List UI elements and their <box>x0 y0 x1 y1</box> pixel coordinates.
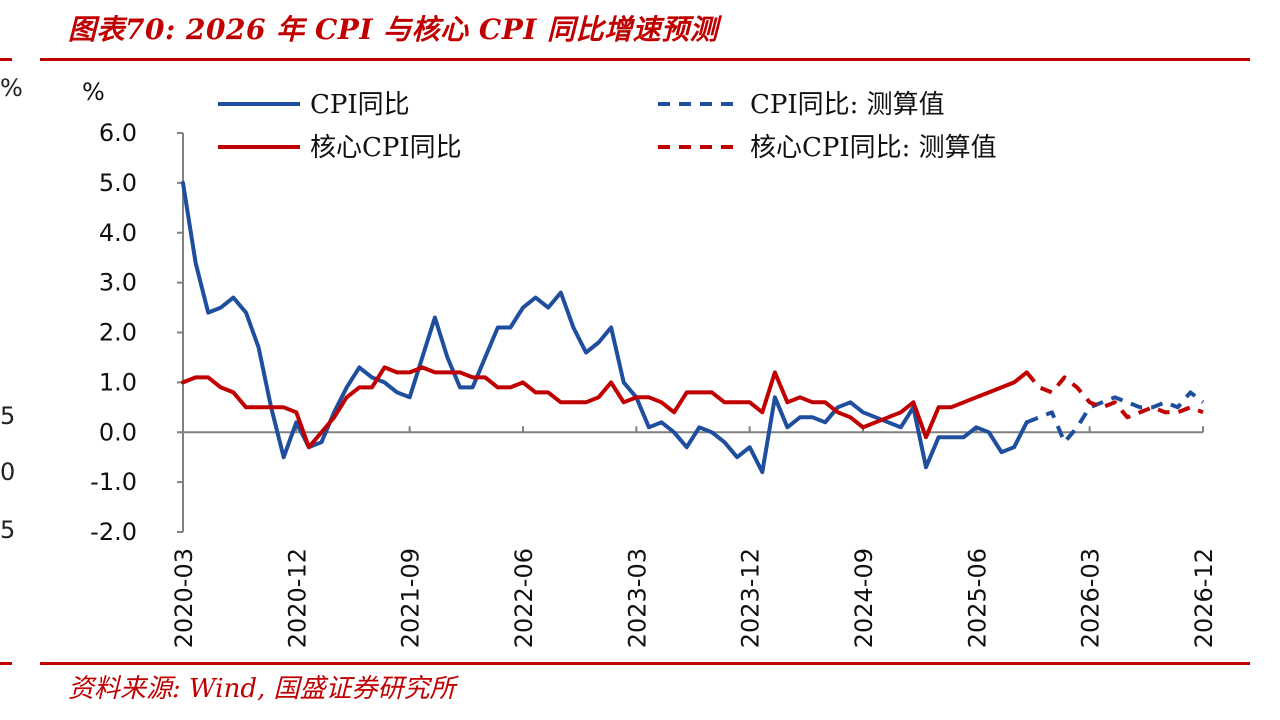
x-tick-label: 2026-12 <box>1190 548 1218 648</box>
x-tick-label: 2022-06 <box>510 548 538 648</box>
y-tick-label: 3.0 <box>99 269 137 297</box>
y-tick-label: 5.0 <box>99 169 137 197</box>
x-tick-label: 2023-03 <box>623 548 651 648</box>
x-tick-label: 2024-09 <box>850 548 878 648</box>
y-tick-label: 2.0 <box>99 319 137 347</box>
legend-cpi-label: CPI同比 <box>310 90 410 120</box>
edge-fragment-1: 5 <box>0 402 16 430</box>
y-tick-label: 0.0 <box>99 418 137 446</box>
chart-axes: 6.0 5.0 4.0 3.0 2.0 1.0 0.0 -1.0 -2.0 2020-03 2020… <box>90 119 1218 648</box>
legend-core-cpi-label: 核心CPI同比 <box>310 133 462 163</box>
core-cpi-series-line <box>181 365 1029 450</box>
x-tick-label: 2020-12 <box>283 548 311 648</box>
y-tick-label: 1.0 <box>99 368 137 396</box>
y-tick-label: -2.0 <box>90 518 137 546</box>
legend-core-cpi-forecast-label: 核心CPI同比: 测算值 <box>750 133 997 163</box>
edge-divider-bottom <box>0 662 12 665</box>
cpi-forecast-series-line <box>1025 390 1205 445</box>
core-cpi-forecast-series-line <box>1025 371 1204 420</box>
cpi-series-line <box>181 180 1029 475</box>
edge-divider-top <box>0 58 12 61</box>
page-title: 图表70: 2026 年 CPI 与核心 CPI 同比增速预测 <box>68 13 719 46</box>
source-note: 资料来源: Wind, 国盛证券研究所 <box>68 674 456 704</box>
source-divider <box>40 662 1250 665</box>
x-tick-label: 2023-12 <box>737 548 765 648</box>
x-tick-label: 2021-09 <box>397 548 425 648</box>
edge-fragment-percent: % <box>0 74 23 102</box>
chart-series <box>181 180 1205 475</box>
y-tick-label: 6.0 <box>99 119 137 147</box>
x-tick-label: 2020-03 <box>170 548 198 648</box>
y-axis-unit-label: % <box>82 78 105 106</box>
edge-fragment-3: 5 <box>0 516 16 544</box>
title-divider <box>40 58 1250 61</box>
x-tick-label: 2025-06 <box>963 548 991 648</box>
y-tick-label: 4.0 <box>99 219 137 247</box>
edge-fragment-2: 0 <box>0 458 16 486</box>
legend-cpi-forecast-label: CPI同比: 测算值 <box>750 90 945 120</box>
x-tick-label: 2026-03 <box>1077 548 1105 648</box>
y-tick-label: -1.0 <box>90 468 137 496</box>
